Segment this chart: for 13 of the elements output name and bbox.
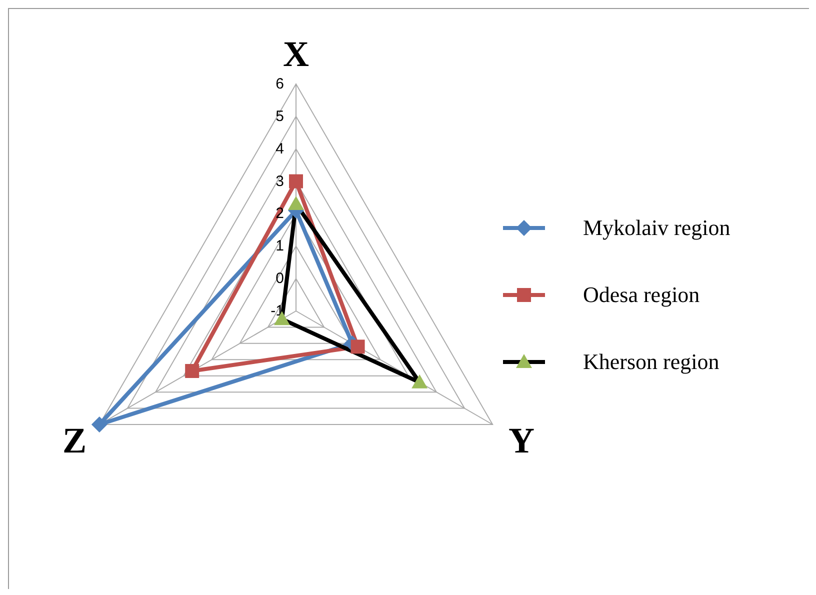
y-tick-label: 4 xyxy=(276,140,284,158)
spoke-label: Z xyxy=(62,420,86,460)
y-tick-label: 5 xyxy=(276,108,284,125)
spoke-label: X xyxy=(283,34,309,74)
y-tick-label: 1 xyxy=(276,238,284,255)
y-tick-label: 3 xyxy=(276,172,284,190)
spoke-label: Y xyxy=(508,420,535,460)
y-tick-label: 2 xyxy=(276,205,284,222)
legend-label: Odesa region xyxy=(583,282,700,308)
y-tick-label: 6 xyxy=(276,76,284,92)
y-tick-label: 0 xyxy=(276,270,284,288)
legend-label: Mykolaiv region xyxy=(583,214,730,240)
legend-label: Kherson region xyxy=(583,348,720,374)
